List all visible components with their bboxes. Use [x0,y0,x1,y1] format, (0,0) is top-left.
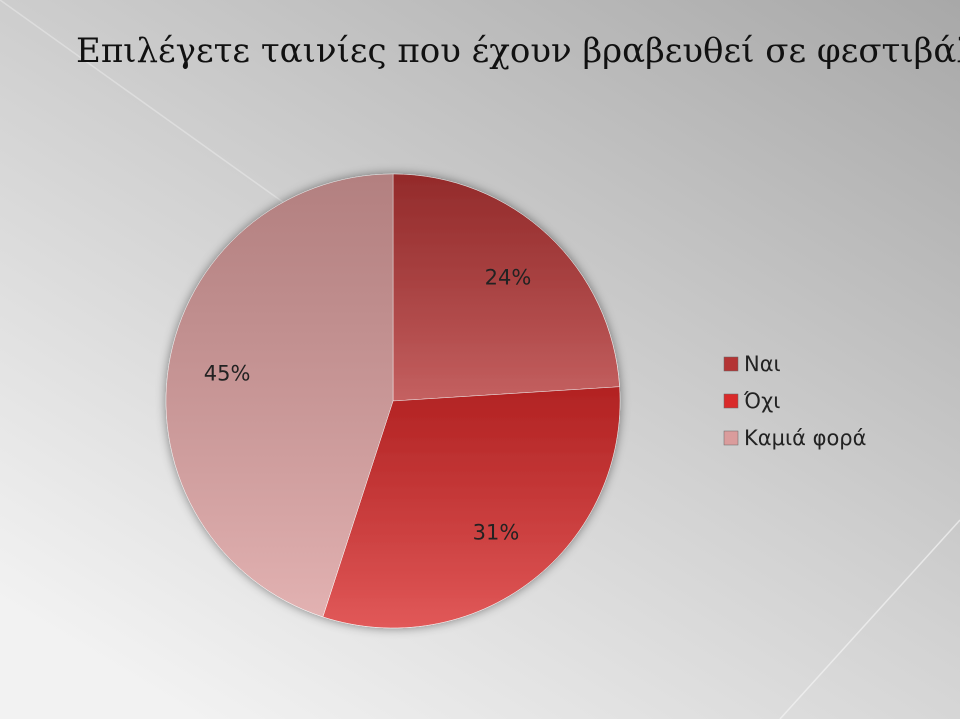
pie [165,173,621,629]
legend: Ναι Όχι Καμιά φορά [723,352,866,450]
legend-label: Ναι [744,352,781,376]
legend-swatch [723,356,739,372]
legend-label: Όχι [743,389,780,413]
labels: 24% 31% 45% [204,266,532,545]
data-label: 24% [485,266,532,290]
slice-shade [166,174,393,617]
data-label: 31% [473,521,520,545]
legend-swatch [723,430,739,446]
data-label: 45% [204,362,251,386]
legend-swatch [723,393,739,409]
decor-line [779,519,960,719]
chart-title: Επιλέγετε ταινίες που έχουν βραβευθεί σε… [76,31,960,71]
legend-label: Καμιά φορά [744,426,866,450]
slice-shade [393,174,620,401]
slice-shade [322,386,620,628]
